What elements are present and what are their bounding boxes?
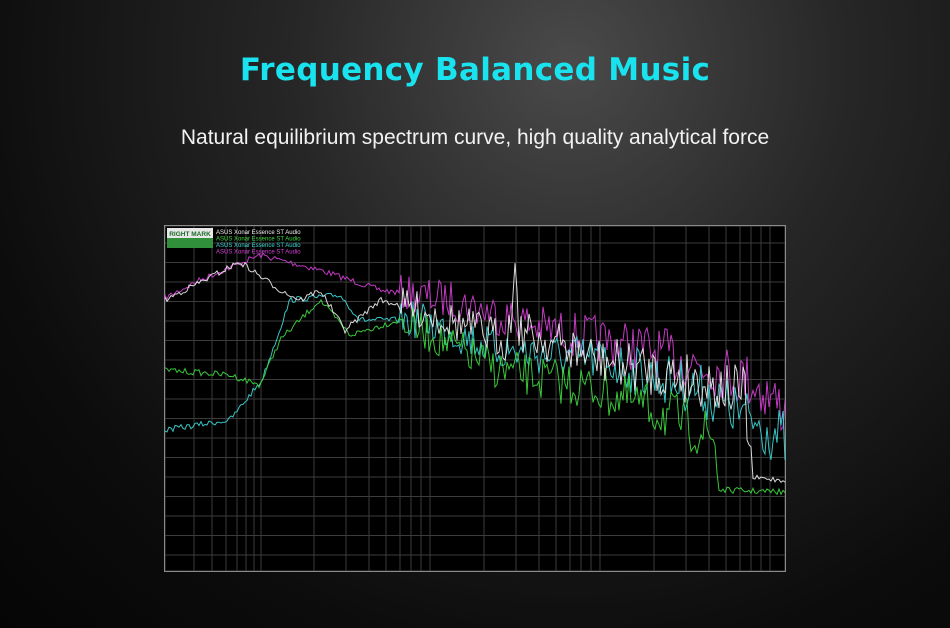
logo-band (167, 238, 213, 248)
title: Frequency Balanced Music (239, 52, 711, 88)
legend-entry: ASUS Xonar Essence ST Audio (216, 250, 301, 256)
legend-entry: ASUS Xonar Essence ST Audio (216, 230, 301, 236)
spectrum-graph: RIGHT MARK ASUS Xonar Essence ST AudioAS… (164, 225, 786, 572)
legend-entry: ASUS Xonar Essence ST Audio (216, 243, 301, 249)
legend-entry: ASUS Xonar Essence ST Audio (216, 237, 301, 243)
logo: RIGHT MARK (169, 231, 211, 238)
spectrum-curve (164, 261, 786, 484)
spectrum-curve (164, 298, 786, 496)
curves (164, 252, 786, 496)
subtitle: Natural equilibrium spectrum curve, high… (180, 126, 770, 149)
